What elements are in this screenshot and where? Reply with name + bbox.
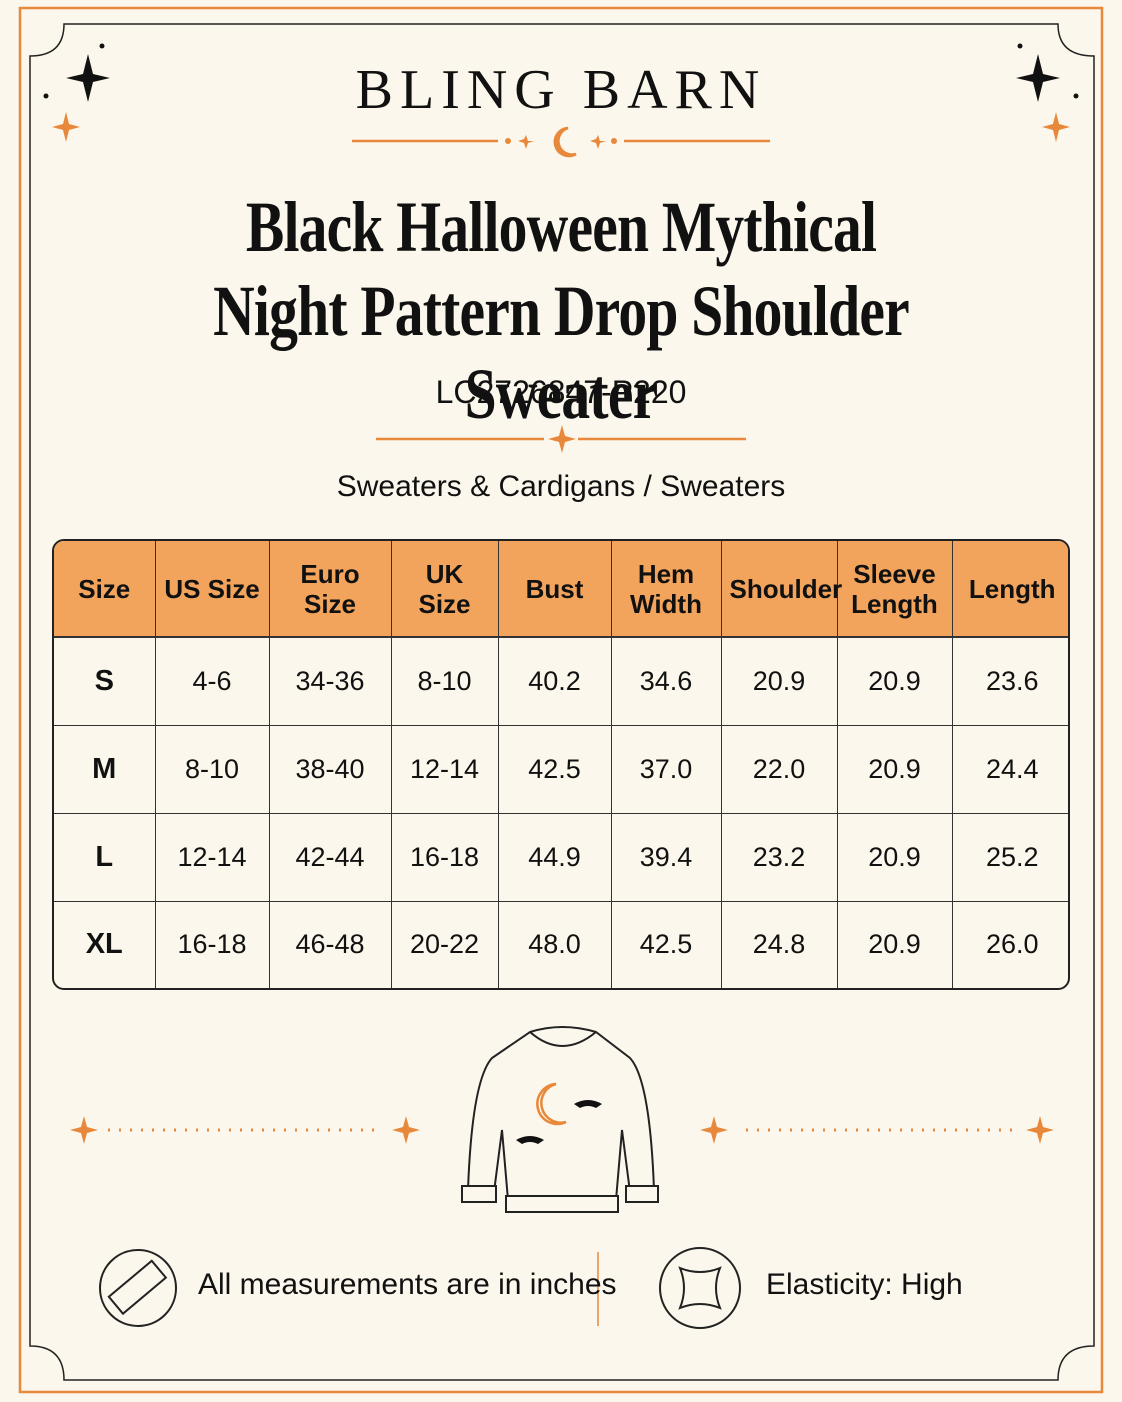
table-cell: 25.2 xyxy=(952,813,1068,902)
header-cell: Euro Size xyxy=(269,541,392,638)
note: All measurements are in inches xyxy=(198,1268,617,1301)
header-cell: Shoulder xyxy=(721,541,842,638)
table-cell: 37.0 xyxy=(611,725,722,815)
header-cell: US Size xyxy=(155,541,270,638)
header-cell: UK Size xyxy=(391,541,499,638)
table-cell: 38-40 xyxy=(269,725,392,815)
table-cell: 39.4 xyxy=(611,813,722,902)
table-cell: 42-44 xyxy=(269,813,392,902)
table-cell: 24.4 xyxy=(952,725,1068,815)
table-row: L 12-14 42-44 16-18 44.9 39.4 23.2 20.9 25.2 xyxy=(54,813,1068,902)
table-cell: 40.2 xyxy=(498,637,612,727)
table-cell: 8-10 xyxy=(155,725,270,815)
table-cell: 44.9 xyxy=(498,813,612,902)
table: Size US Size Euro Size UK Size Bust Hem Width… xyxy=(54,541,1068,988)
table-cell: 42.5 xyxy=(498,725,612,815)
category: Sweaters & Cardigans / Sweaters xyxy=(336,470,786,503)
table-cell: 8-10 xyxy=(391,637,499,727)
table-cell: M xyxy=(54,725,156,815)
table-cell: 42.5 xyxy=(611,901,722,988)
table-cell: 20.9 xyxy=(837,637,953,727)
table-cell: 23.2 xyxy=(721,813,838,902)
header-row: Size US Size Euro Size UK Size Bust Hem Width… xyxy=(54,541,1068,638)
title-line: Black Halloween Mythical xyxy=(245,187,877,267)
table-row: XL 16-18 46-48 20-22 48.0 42.5 24.8 20.9 26.0 xyxy=(54,901,1068,988)
sku: LC2726847-P220 xyxy=(435,374,687,410)
table-cell: 46-48 xyxy=(269,901,392,988)
table-row: M 8-10 38-40 12-14 42.5 37.0 22.0 20.9 24.4 xyxy=(54,725,1068,815)
table-cell: 22.0 xyxy=(721,725,838,815)
table-cell: 23.6 xyxy=(952,637,1068,727)
table-cell: 48.0 xyxy=(498,901,612,988)
table-cell: 20.9 xyxy=(837,901,953,988)
table-cell: 4-6 xyxy=(155,637,270,727)
header-cell: Length xyxy=(952,541,1068,638)
table-cell: L xyxy=(54,813,156,902)
header-cell: Hem Width xyxy=(611,541,722,638)
note: Elasticity: High xyxy=(766,1268,963,1301)
table-cell: S xyxy=(54,637,156,727)
table-cell: 20-22 xyxy=(391,901,499,988)
table-cell: 16-18 xyxy=(155,901,270,988)
table-cell: 12-14 xyxy=(155,813,270,902)
table-cell: 34-36 xyxy=(269,637,392,727)
table-cell: 24.8 xyxy=(721,901,838,988)
size-table: Size US Size Euro Size UK Size Bust Hem Width… xyxy=(52,539,1070,990)
table-cell: 12-14 xyxy=(391,725,499,815)
table-cell: 34.6 xyxy=(611,637,722,727)
title-line: Night Pattern Drop Shoulder Sweater xyxy=(213,271,910,434)
table-cell: 20.9 xyxy=(837,813,953,902)
table-cell: XL xyxy=(54,901,156,988)
table-row: S 4-6 34-36 8-10 40.2 34.6 20.9 20.9 23.6 xyxy=(54,637,1068,727)
brand: BLING BARN xyxy=(355,59,767,121)
header-cell: Size xyxy=(54,541,156,638)
table-cell: 20.9 xyxy=(721,637,838,727)
table-cell: 26.0 xyxy=(985,929,1039,960)
header-cell: Sleeve Length xyxy=(837,541,953,638)
header-cell: Bust xyxy=(498,541,612,638)
table-cell: 20.9 xyxy=(837,725,953,815)
table-cell: 16-18 xyxy=(391,813,499,902)
